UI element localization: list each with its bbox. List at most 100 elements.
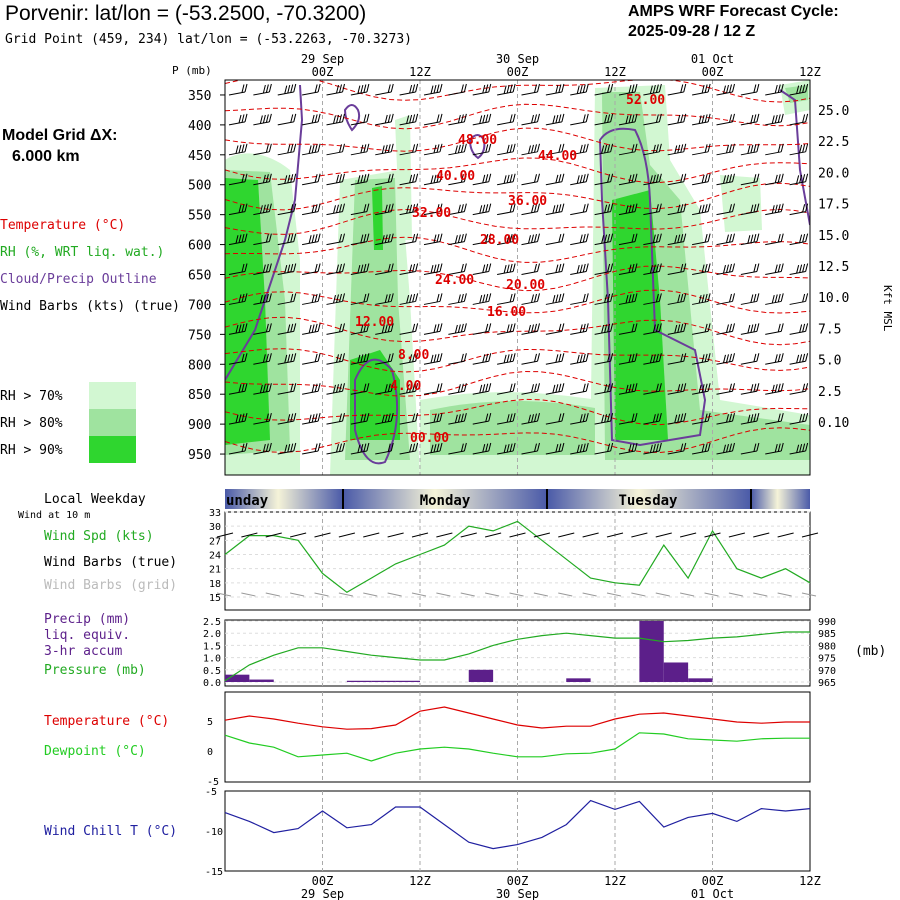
wind-barb (302, 143, 321, 156)
wind-barb (497, 323, 516, 335)
wind-barb (740, 83, 760, 96)
precip-bar (688, 678, 713, 682)
temperature-tick: -5 (207, 777, 219, 788)
wind-barb (643, 143, 662, 156)
isotherm-labels: 52.00 48.00 44.00 40.00 36.00 32.00 28.00 24.00… (355, 93, 665, 446)
top-hour-label: 00Z (312, 65, 334, 79)
wind-barb (692, 383, 711, 395)
wind-barb (789, 353, 809, 365)
wind-barb (618, 293, 638, 305)
wind-barb (765, 413, 784, 425)
wind-barb (521, 413, 540, 425)
precip-tick: 0.0 (203, 678, 221, 689)
surface-wind-barb (680, 532, 697, 538)
wind-barb (375, 173, 394, 186)
pressure-tick-label: 600 (188, 239, 211, 254)
wind-barb (423, 113, 443, 126)
legend-rh90-label: RH > 90% (0, 443, 63, 458)
cross-section-panel: 52.00 48.00 44.00 40.00 36.00 32.00 28.00 24.00… (224, 79, 811, 476)
wind-barb (740, 442, 760, 455)
surface-wind-barb (777, 532, 794, 538)
isotherm-label: 32.00 (412, 206, 451, 221)
wind-barb (277, 143, 297, 156)
wind-barb (277, 293, 297, 305)
wind-barb (277, 173, 297, 186)
wind-barb (375, 83, 394, 96)
wind-barb (765, 383, 784, 395)
wind-barb (228, 383, 248, 395)
surface-grid-barb (436, 592, 451, 597)
bottom-date-label: 29 Sep (301, 887, 344, 900)
isotherm-line (225, 103, 810, 130)
wind-barb (350, 263, 370, 275)
surface-wind-barb (582, 532, 599, 538)
wind-barb (497, 203, 516, 216)
wind-barb (423, 143, 443, 156)
wind-barb (448, 323, 467, 335)
height-tick-label: 10.0 (818, 291, 849, 306)
isotherm-line (225, 370, 810, 397)
height-tick-label: 22.5 (818, 135, 849, 150)
precip-bar (371, 680, 396, 682)
wind-barb (326, 353, 345, 365)
wind-barb (692, 263, 711, 275)
wind-barb (448, 353, 467, 365)
legend-rh80-label: RH > 80% (0, 416, 63, 431)
isotherm-line (225, 316, 810, 346)
precip-tick: 1.5 (203, 641, 221, 652)
wind-barb (472, 442, 492, 455)
wind-barb (350, 442, 370, 455)
wind-barb (399, 83, 419, 96)
wind-barb (643, 293, 662, 305)
wind-barb (302, 203, 321, 216)
wind-barb (765, 83, 784, 96)
wind-barb (277, 353, 297, 365)
wind-barb (277, 442, 297, 455)
wind-barb (594, 442, 614, 455)
wind-barb (448, 173, 467, 186)
pressure-tick: 990 (818, 617, 836, 628)
wind-barb (740, 263, 760, 275)
wind-barb (253, 233, 272, 246)
wind-barb (277, 203, 297, 216)
surface-wind-barb (460, 532, 477, 538)
wind-barb (521, 203, 540, 216)
wind-barb (375, 353, 394, 365)
wind-speed-tick: 24 (209, 551, 221, 562)
wind-barb (497, 293, 516, 305)
wind-barb (253, 143, 272, 156)
wind-barb (692, 293, 711, 305)
pressure-tick-label: 950 (188, 448, 211, 463)
pressure-tick-label: 750 (188, 328, 211, 343)
surface-wind-barb (533, 532, 550, 538)
wind-barb (448, 383, 467, 395)
bottom-date-label: 01 Oct (691, 887, 734, 900)
legend-rh: RH (%, WRT liq. wat.) (0, 245, 165, 260)
wind-barb (618, 83, 638, 96)
wind-barb (497, 173, 516, 186)
wind-barb (716, 143, 735, 156)
wind-barb (521, 293, 540, 305)
wind-barb (570, 383, 589, 395)
wind-barb (448, 203, 467, 216)
wind-barb (594, 173, 614, 186)
wind-barb (667, 233, 687, 246)
wind-barb (472, 173, 492, 186)
wind-barb (643, 173, 662, 186)
wind-barb (570, 323, 589, 335)
wind-barb (740, 323, 760, 335)
wind-barb (570, 263, 589, 275)
wind-barb (326, 263, 345, 275)
wind-barb (570, 83, 589, 96)
temperature-tick: 0 (207, 747, 213, 758)
wind-barb (472, 83, 492, 96)
wind-barb (765, 293, 784, 305)
wind-barb (740, 143, 760, 156)
wind-barb (618, 413, 638, 425)
top-hour-label: 12Z (604, 65, 626, 79)
wind-barb (667, 173, 687, 186)
wind-barb (765, 323, 784, 335)
dewpoint-line-label: Dewpoint (°C) (44, 744, 146, 759)
upper-air-wind-barbs (228, 83, 809, 455)
wind-barb (740, 383, 760, 395)
